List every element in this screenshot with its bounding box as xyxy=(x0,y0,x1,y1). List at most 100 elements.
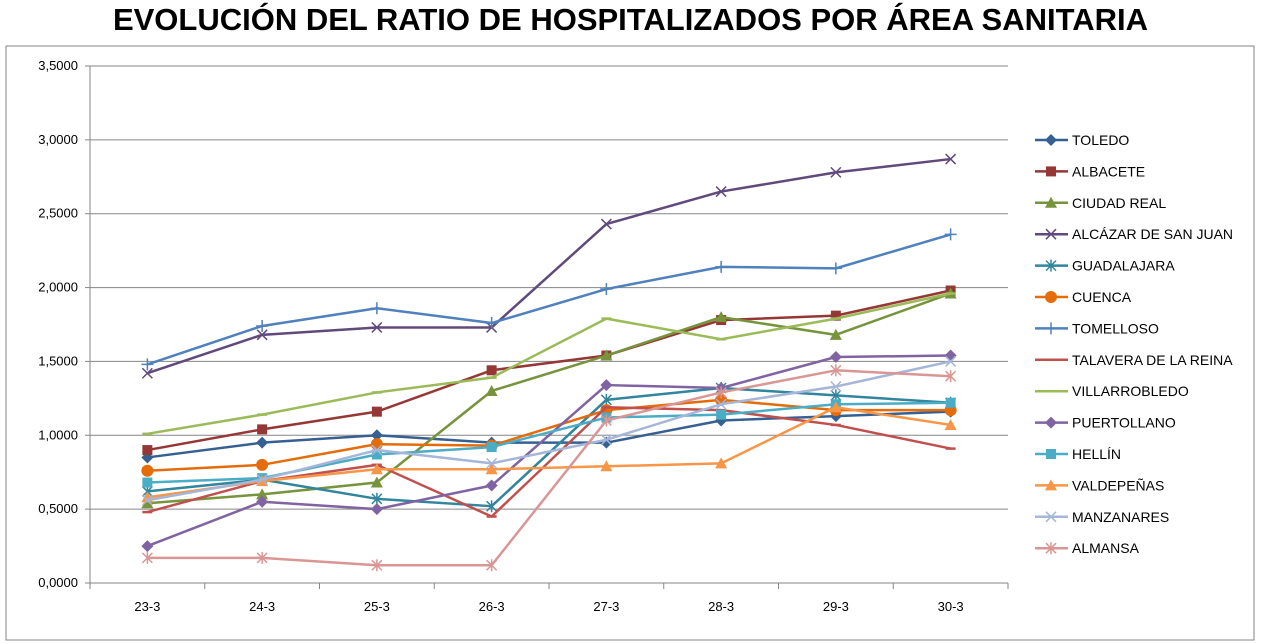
data-point xyxy=(715,260,728,273)
legend-label: HELLÍN xyxy=(1072,446,1121,462)
data-point xyxy=(600,460,613,472)
data-point xyxy=(370,463,383,475)
y-tick-label: 1,5000 xyxy=(38,353,78,368)
data-point xyxy=(716,409,727,420)
legend-item: CUENCA xyxy=(1035,289,1132,305)
series-line xyxy=(146,233,951,366)
data-point xyxy=(371,449,382,460)
data-point xyxy=(600,218,612,230)
data-point xyxy=(715,398,727,410)
data-point xyxy=(371,559,383,572)
series-valdepenas xyxy=(141,401,957,503)
legend-item: ALBACETE xyxy=(1035,163,1145,179)
data-point xyxy=(371,321,383,333)
data-point xyxy=(142,477,153,488)
legend-label: ALMANSA xyxy=(1072,540,1140,556)
data-point xyxy=(944,228,957,241)
legend-marker xyxy=(1046,449,1056,459)
legend-item: ALMANSA xyxy=(1035,540,1140,556)
legend-marker xyxy=(1045,542,1057,555)
data-point xyxy=(945,397,956,408)
x-tick-label: 25-3 xyxy=(364,599,390,614)
data-point xyxy=(829,328,842,340)
data-point xyxy=(141,367,153,379)
data-point xyxy=(256,329,268,341)
legend-label: ALCÁZAR DE SAN JUAN xyxy=(1072,226,1233,242)
series-almansa xyxy=(141,364,957,572)
data-point xyxy=(715,386,727,399)
series-line xyxy=(147,292,951,436)
data-point xyxy=(945,370,957,383)
y-tick-label: 2,5000 xyxy=(38,206,78,221)
legend-label: TALAVERA DE LA REINA xyxy=(1072,352,1233,368)
data-point xyxy=(256,474,268,486)
legend-label: TOMELLOSO xyxy=(1072,320,1159,336)
data-point xyxy=(485,317,498,330)
legend-label: PUERTOLLANO xyxy=(1072,415,1176,431)
data-point xyxy=(600,434,612,446)
x-tick-label: 23-3 xyxy=(134,599,160,614)
x-tick-label: 27-3 xyxy=(593,599,619,614)
data-point xyxy=(829,401,842,413)
legend-label: CUENCA xyxy=(1072,289,1132,305)
data-point xyxy=(256,458,269,471)
x-tick-label: 30-3 xyxy=(938,599,964,614)
data-point xyxy=(830,364,842,377)
series-manzanares xyxy=(141,355,957,506)
data-point xyxy=(486,365,497,376)
legend-item: ALCÁZAR DE SAN JUAN xyxy=(1035,226,1233,242)
x-tick-label: 28-3 xyxy=(708,599,734,614)
y-tick-label: 2,0000 xyxy=(38,280,78,295)
data-point xyxy=(486,457,498,469)
legend-marker xyxy=(1045,196,1057,208)
data-point xyxy=(486,500,498,513)
data-point xyxy=(371,406,382,417)
series-line xyxy=(147,405,951,499)
legend-item: PUERTOLLANO xyxy=(1035,415,1176,431)
legend-marker xyxy=(1045,479,1057,491)
series-ciudad-real xyxy=(141,287,957,509)
data-point xyxy=(141,551,153,564)
data-point xyxy=(256,436,269,449)
chart-frame xyxy=(5,45,1255,641)
data-point xyxy=(715,311,728,323)
legend-label: VALDEPEÑAS xyxy=(1072,477,1164,493)
series-puertollano xyxy=(141,349,957,553)
data-point xyxy=(485,479,498,492)
data-point xyxy=(256,319,269,332)
data-point xyxy=(256,495,269,508)
data-point xyxy=(370,429,383,442)
data-point xyxy=(715,457,728,469)
data-point xyxy=(485,463,498,475)
data-point xyxy=(485,384,498,396)
data-point xyxy=(256,551,268,564)
legend-item: GUADALAJARA xyxy=(1035,258,1175,274)
data-point xyxy=(600,414,612,427)
data-point xyxy=(257,424,268,435)
legend-marker xyxy=(1045,416,1057,429)
data-point xyxy=(370,476,383,488)
data-point xyxy=(256,488,269,500)
legend-item: TOLEDO xyxy=(1035,132,1129,148)
data-point xyxy=(370,503,383,516)
legend-item: VALDEPEÑAS xyxy=(1035,477,1164,493)
legend-item: VILLARROBLEDO xyxy=(1035,383,1189,399)
legend-marker xyxy=(1045,511,1057,523)
data-point xyxy=(944,418,957,430)
data-point xyxy=(945,355,957,367)
legend-marker xyxy=(1045,259,1057,272)
data-point xyxy=(830,166,842,178)
data-point xyxy=(600,379,613,392)
series-villarrobledo xyxy=(142,292,956,436)
data-point xyxy=(830,310,841,321)
y-tick-label: 3,5000 xyxy=(38,58,78,73)
x-tick-label: 24-3 xyxy=(249,599,275,614)
x-tick-label: 26-3 xyxy=(479,599,505,614)
legend-label: MANZANARES xyxy=(1072,509,1169,525)
data-point xyxy=(486,559,498,572)
legend-item: HELLÍN xyxy=(1035,446,1121,462)
series-line xyxy=(147,398,951,472)
legend-item: MANZANARES xyxy=(1035,509,1169,525)
data-point xyxy=(715,186,727,198)
legend-label: GUADALAJARA xyxy=(1072,258,1175,274)
